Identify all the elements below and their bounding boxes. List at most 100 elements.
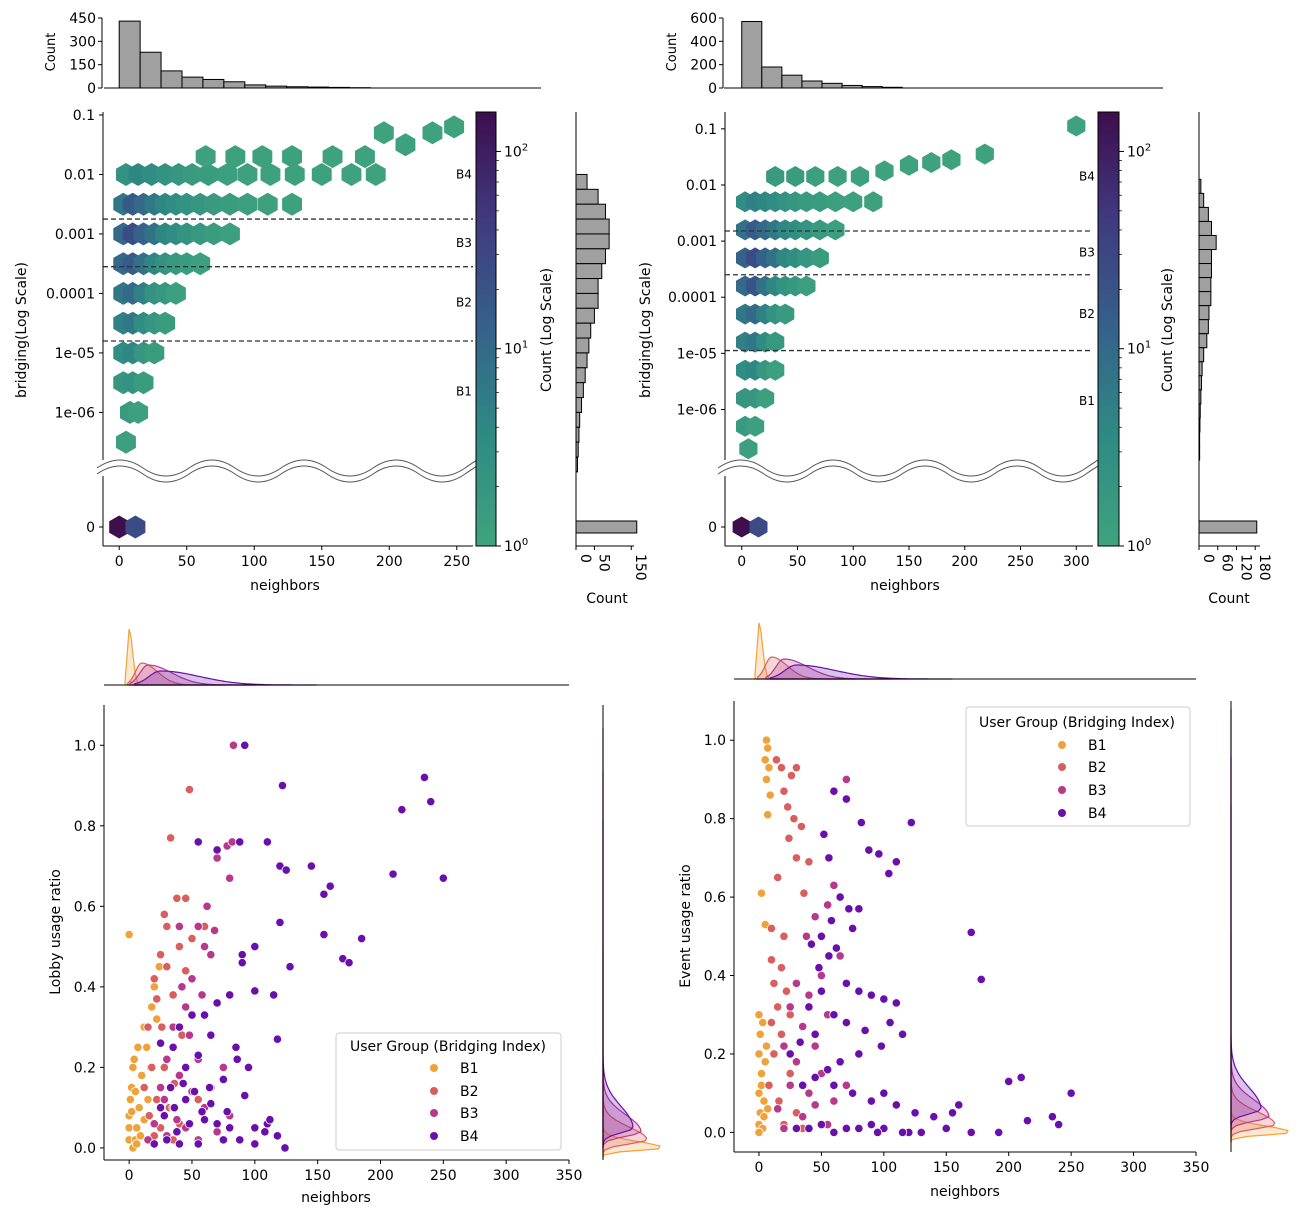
scatter-point-b3 bbox=[206, 950, 216, 960]
hex-bin bbox=[826, 219, 845, 241]
colorbar-tick-exponent: 2 bbox=[522, 142, 528, 153]
hex-bin bbox=[128, 400, 149, 424]
scatter-point-b2 bbox=[779, 786, 789, 796]
hist-bar bbox=[575, 411, 581, 428]
scatter-point-b4 bbox=[218, 1074, 228, 1085]
hist-bar bbox=[575, 352, 588, 369]
hexbin-area bbox=[113, 115, 465, 454]
hexbin-zero bbox=[732, 516, 768, 538]
x-tick-label: 150 bbox=[896, 554, 923, 570]
scatter-point-b4 bbox=[281, 865, 291, 875]
x-tick-label: 200 bbox=[367, 1168, 394, 1184]
group-label: B1 bbox=[1079, 394, 1095, 408]
hist-bar bbox=[1198, 220, 1212, 236]
hex-bin bbox=[311, 163, 332, 186]
scatter-point-b4 bbox=[235, 1135, 245, 1145]
hist-ytick-label: 600 bbox=[690, 11, 717, 27]
scatter-point-b1 bbox=[756, 888, 767, 898]
kde-curve-top bbox=[133, 670, 317, 686]
right-kde bbox=[1230, 708, 1289, 1143]
scatter-point-b4 bbox=[280, 1143, 290, 1153]
scatter-point-b3 bbox=[810, 1041, 820, 1051]
scatter-point-b4 bbox=[162, 1135, 172, 1145]
scatter-point-b1 bbox=[761, 1041, 772, 1051]
y-tick-label: 0.6 bbox=[704, 890, 726, 906]
scatter-point-b1 bbox=[124, 1123, 134, 1133]
legend-label-b1: B1 bbox=[460, 1061, 479, 1077]
scatter-point-b4 bbox=[199, 1115, 210, 1125]
scatter-point-b2 bbox=[174, 941, 185, 952]
scatter-point-b1 bbox=[763, 810, 773, 820]
hist-xtick-label: 0 bbox=[577, 554, 593, 563]
scatter-point-b4 bbox=[947, 1108, 958, 1118]
scatter-point-b4 bbox=[155, 1103, 166, 1113]
hex-bin bbox=[942, 149, 961, 171]
y-ticks: 0.1 0.01 0.001 0.0001 1e-05 1e-06 0 bbox=[668, 122, 725, 536]
scatter-point-b3 bbox=[810, 1100, 820, 1110]
scatter-point-b1 bbox=[763, 743, 773, 753]
hex-bin bbox=[144, 341, 165, 365]
x-tick-label: 350 bbox=[1183, 1160, 1210, 1176]
x-tick-label: 250 bbox=[1058, 1160, 1085, 1176]
scatter-point-b4 bbox=[966, 927, 976, 937]
scatter-point-b4 bbox=[864, 845, 874, 855]
scatter-point-b4 bbox=[804, 1002, 814, 1012]
scatter-point-b1 bbox=[754, 1049, 764, 1059]
x-tick-label: 50 bbox=[183, 1168, 201, 1184]
x-tick-label: 0 bbox=[755, 1160, 764, 1176]
y-tick-label: 0.4 bbox=[704, 969, 726, 985]
scatter-point-b4 bbox=[841, 794, 851, 804]
scatter-point-b4 bbox=[277, 780, 288, 791]
hist-bar bbox=[139, 51, 162, 89]
scatter-point-b4 bbox=[174, 1139, 185, 1149]
scatter-point-b4 bbox=[1066, 1088, 1076, 1098]
scatter-point-b3 bbox=[227, 837, 237, 847]
scatter-point-b4 bbox=[856, 817, 866, 828]
scatter-point-b4 bbox=[829, 1080, 839, 1090]
hex-bin bbox=[810, 247, 829, 269]
hex-bin bbox=[257, 192, 278, 216]
scatter-point-b4 bbox=[438, 873, 448, 883]
scatter-point-b3 bbox=[199, 941, 210, 952]
scatter-point-b4 bbox=[872, 1127, 883, 1137]
hist-xtick-label: 180 bbox=[1256, 554, 1272, 581]
scatter-point-b4 bbox=[193, 1139, 203, 1149]
hex-bin bbox=[133, 371, 154, 395]
scatter-point-b4 bbox=[816, 986, 827, 996]
scatter-point-b3 bbox=[810, 912, 820, 922]
scatter-point-b3 bbox=[193, 921, 203, 932]
legend-title: User Group (Bridging Index) bbox=[979, 715, 1175, 731]
y-tick-label: 0.0001 bbox=[46, 286, 95, 302]
hex-bin bbox=[116, 430, 136, 454]
hist-bar bbox=[575, 248, 606, 265]
x-tick-label: 150 bbox=[304, 1168, 331, 1184]
hex-bin bbox=[282, 145, 302, 169]
x-tick-label: 0 bbox=[125, 1168, 134, 1184]
scatter-point-b4 bbox=[169, 1103, 179, 1113]
scatter-point-b4 bbox=[262, 837, 272, 847]
hex-bin bbox=[237, 163, 258, 186]
hex-bin-zero bbox=[732, 516, 751, 538]
scatter-point-b1 bbox=[132, 1123, 142, 1133]
scatter-point-b4 bbox=[879, 1088, 889, 1098]
colorbar-tick-exponent: 1 bbox=[522, 340, 528, 351]
scatter-point-b4 bbox=[1047, 1112, 1058, 1122]
scatter-point-b2 bbox=[779, 931, 789, 941]
hist-bar bbox=[575, 233, 610, 250]
hist-bar bbox=[1198, 192, 1205, 208]
scatter-point-b2 bbox=[766, 1017, 777, 1028]
scatter-point-b4 bbox=[212, 845, 222, 855]
hex-bin bbox=[1067, 115, 1086, 137]
hexbin-area bbox=[736, 115, 1086, 460]
scatter-point-b4 bbox=[791, 1123, 802, 1134]
scatter-point-b1 bbox=[756, 1068, 767, 1079]
scatter-point-b2 bbox=[144, 1111, 154, 1121]
hist-bar bbox=[575, 307, 595, 324]
scatter-point-b3 bbox=[779, 1041, 789, 1051]
hist-bar bbox=[1198, 291, 1212, 307]
scatter-point-b2 bbox=[773, 872, 783, 883]
scatter-point-b2 bbox=[155, 950, 166, 960]
scatter-point-b2 bbox=[162, 921, 172, 932]
